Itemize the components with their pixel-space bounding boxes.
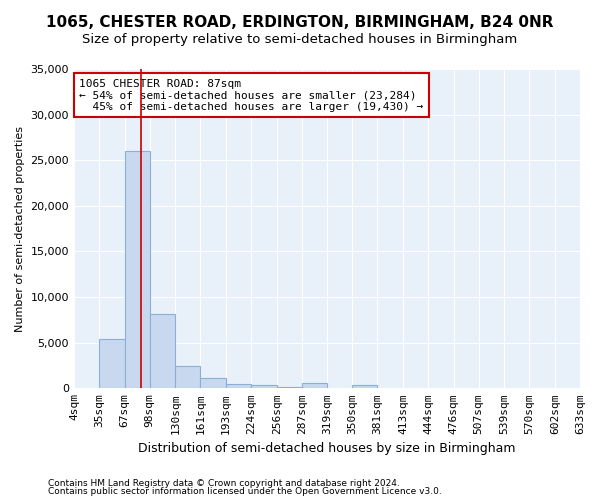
- Bar: [149, 314, 175, 388]
- Bar: [125, 151, 149, 388]
- Text: Contains public sector information licensed under the Open Government Licence v3: Contains public sector information licen…: [48, 487, 442, 496]
- Bar: [226, 384, 251, 388]
- Bar: [277, 387, 302, 388]
- Text: 1065, CHESTER ROAD, ERDINGTON, BIRMINGHAM, B24 0NR: 1065, CHESTER ROAD, ERDINGTON, BIRMINGHA…: [46, 15, 554, 30]
- X-axis label: Distribution of semi-detached houses by size in Birmingham: Distribution of semi-detached houses by …: [138, 442, 516, 455]
- Bar: [302, 384, 328, 388]
- Text: Size of property relative to semi-detached houses in Birmingham: Size of property relative to semi-detach…: [82, 32, 518, 46]
- Bar: [99, 339, 125, 388]
- Bar: [175, 366, 200, 388]
- Y-axis label: Number of semi-detached properties: Number of semi-detached properties: [15, 126, 25, 332]
- Text: Contains HM Land Registry data © Crown copyright and database right 2024.: Contains HM Land Registry data © Crown c…: [48, 478, 400, 488]
- Bar: [352, 384, 377, 388]
- Bar: [200, 378, 226, 388]
- Text: 1065 CHESTER ROAD: 87sqm
← 54% of semi-detached houses are smaller (23,284)
  45: 1065 CHESTER ROAD: 87sqm ← 54% of semi-d…: [79, 78, 424, 112]
- Bar: [251, 384, 277, 388]
